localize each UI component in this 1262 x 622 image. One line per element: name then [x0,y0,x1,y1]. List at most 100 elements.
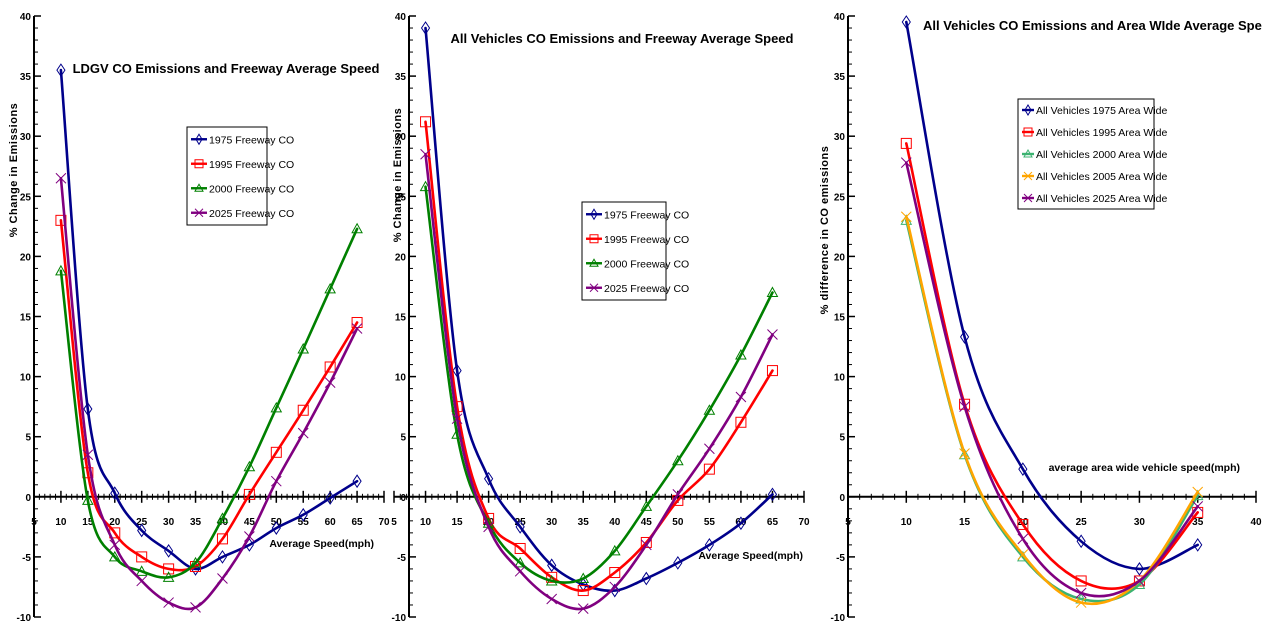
x-tick-label: 35 [1192,517,1204,528]
y-tick-label: 10 [834,373,846,384]
y-tick-label: 5 [839,433,845,444]
y-tick-label: -5 [836,553,845,564]
data-point [217,549,228,564]
legend-label: All Vehicles 2005 Area Wide [1036,171,1167,183]
data-point [958,448,971,460]
data-point [163,563,175,575]
data-point [900,211,912,223]
series-line [905,20,1199,571]
data-point [735,391,747,403]
legend-label: 1995 Freeway CO [604,234,689,246]
y-tick-label: -10 [17,613,32,622]
x-tick-label: 10 [901,517,913,528]
series-1 [420,21,778,598]
data-point [1017,518,1029,530]
data-point [1075,597,1087,608]
data-point [216,512,229,523]
series-4 [55,172,363,613]
data-point [324,377,336,388]
data-point [484,471,494,486]
data-point [352,474,362,489]
data-point [324,282,337,294]
y-tick-label: 25 [20,192,32,203]
series-5 [900,157,1204,599]
y-tick-label: 25 [834,192,846,203]
data-point [735,416,747,428]
data-point [1017,533,1029,545]
y-tick-label: 40 [395,12,407,23]
data-point [1134,575,1145,587]
y-tick-label: 35 [395,72,407,83]
data-point [109,539,121,551]
legend-label: 1975 Freeway CO [209,134,294,146]
legend-marker [194,183,204,192]
data-point [243,460,256,472]
data-point [270,446,282,458]
x-tick-label: 25 [515,517,527,528]
data-point [959,330,970,344]
x-tick-label: 10 [420,517,432,528]
legend-label: 2025 Freeway CO [604,283,689,295]
series-3 [55,222,363,582]
data-point [81,494,94,505]
y-tick-label: 5 [400,433,406,444]
data-point [55,172,67,184]
data-point [420,21,431,35]
data-point [577,585,589,597]
data-point [351,222,363,234]
data-point [703,463,715,475]
data-point [959,448,970,459]
data-point [704,537,714,552]
data-point [83,402,93,416]
y-tick-label: 25 [395,192,407,203]
series-3 [900,214,1204,604]
legend-label: All Vehicles 1975 Area Wide [1036,105,1167,117]
x-tick-label: 55 [298,517,310,528]
y-tick-label: 35 [834,72,846,83]
data-point [959,401,970,413]
data-point [546,571,558,583]
series-line [424,185,774,584]
data-point [1075,587,1087,599]
legend-marker [1024,104,1032,116]
data-point [136,575,148,587]
data-point [162,571,175,582]
y-tick-label: 30 [20,132,32,143]
x-tick-label: 70 [798,517,810,528]
data-point [420,148,431,160]
data-point [451,413,463,425]
data-point [298,507,308,522]
legend-marker [194,159,204,169]
legend-label: 1995 Freeway CO [209,159,294,171]
legend-marker [194,208,204,218]
data-point [1193,537,1203,552]
series-line [905,142,1199,591]
data-point [56,63,66,77]
data-point [640,539,652,551]
data-point [163,597,174,608]
y-tick-label: 20 [20,252,32,263]
data-point [704,443,715,455]
x-tick-label: 35 [578,517,590,528]
y-tick-label: 35 [20,72,32,83]
y-tick-label: 10 [20,373,32,384]
data-point [703,404,716,415]
data-point [1017,549,1029,560]
legend: All Vehicles 1975 Area Wide All Vehicles … [1017,98,1167,210]
legend-label: 2000 Freeway CO [209,183,294,195]
data-point [1192,486,1204,498]
data-point [514,556,527,568]
data-point [244,531,255,542]
data-point [900,157,912,168]
y-tick-label: 15 [395,313,407,324]
x-axis-label: average area wide vehicle speed(mph) [1049,462,1240,474]
data-point [452,363,462,378]
legend-label: 2025 Freeway CO [209,208,294,220]
data-point [1134,562,1145,576]
x-tick-label: 30 [546,517,558,528]
legend-marker [1023,171,1033,181]
data-point [216,533,228,545]
y-tick-label: 5 [25,433,31,444]
